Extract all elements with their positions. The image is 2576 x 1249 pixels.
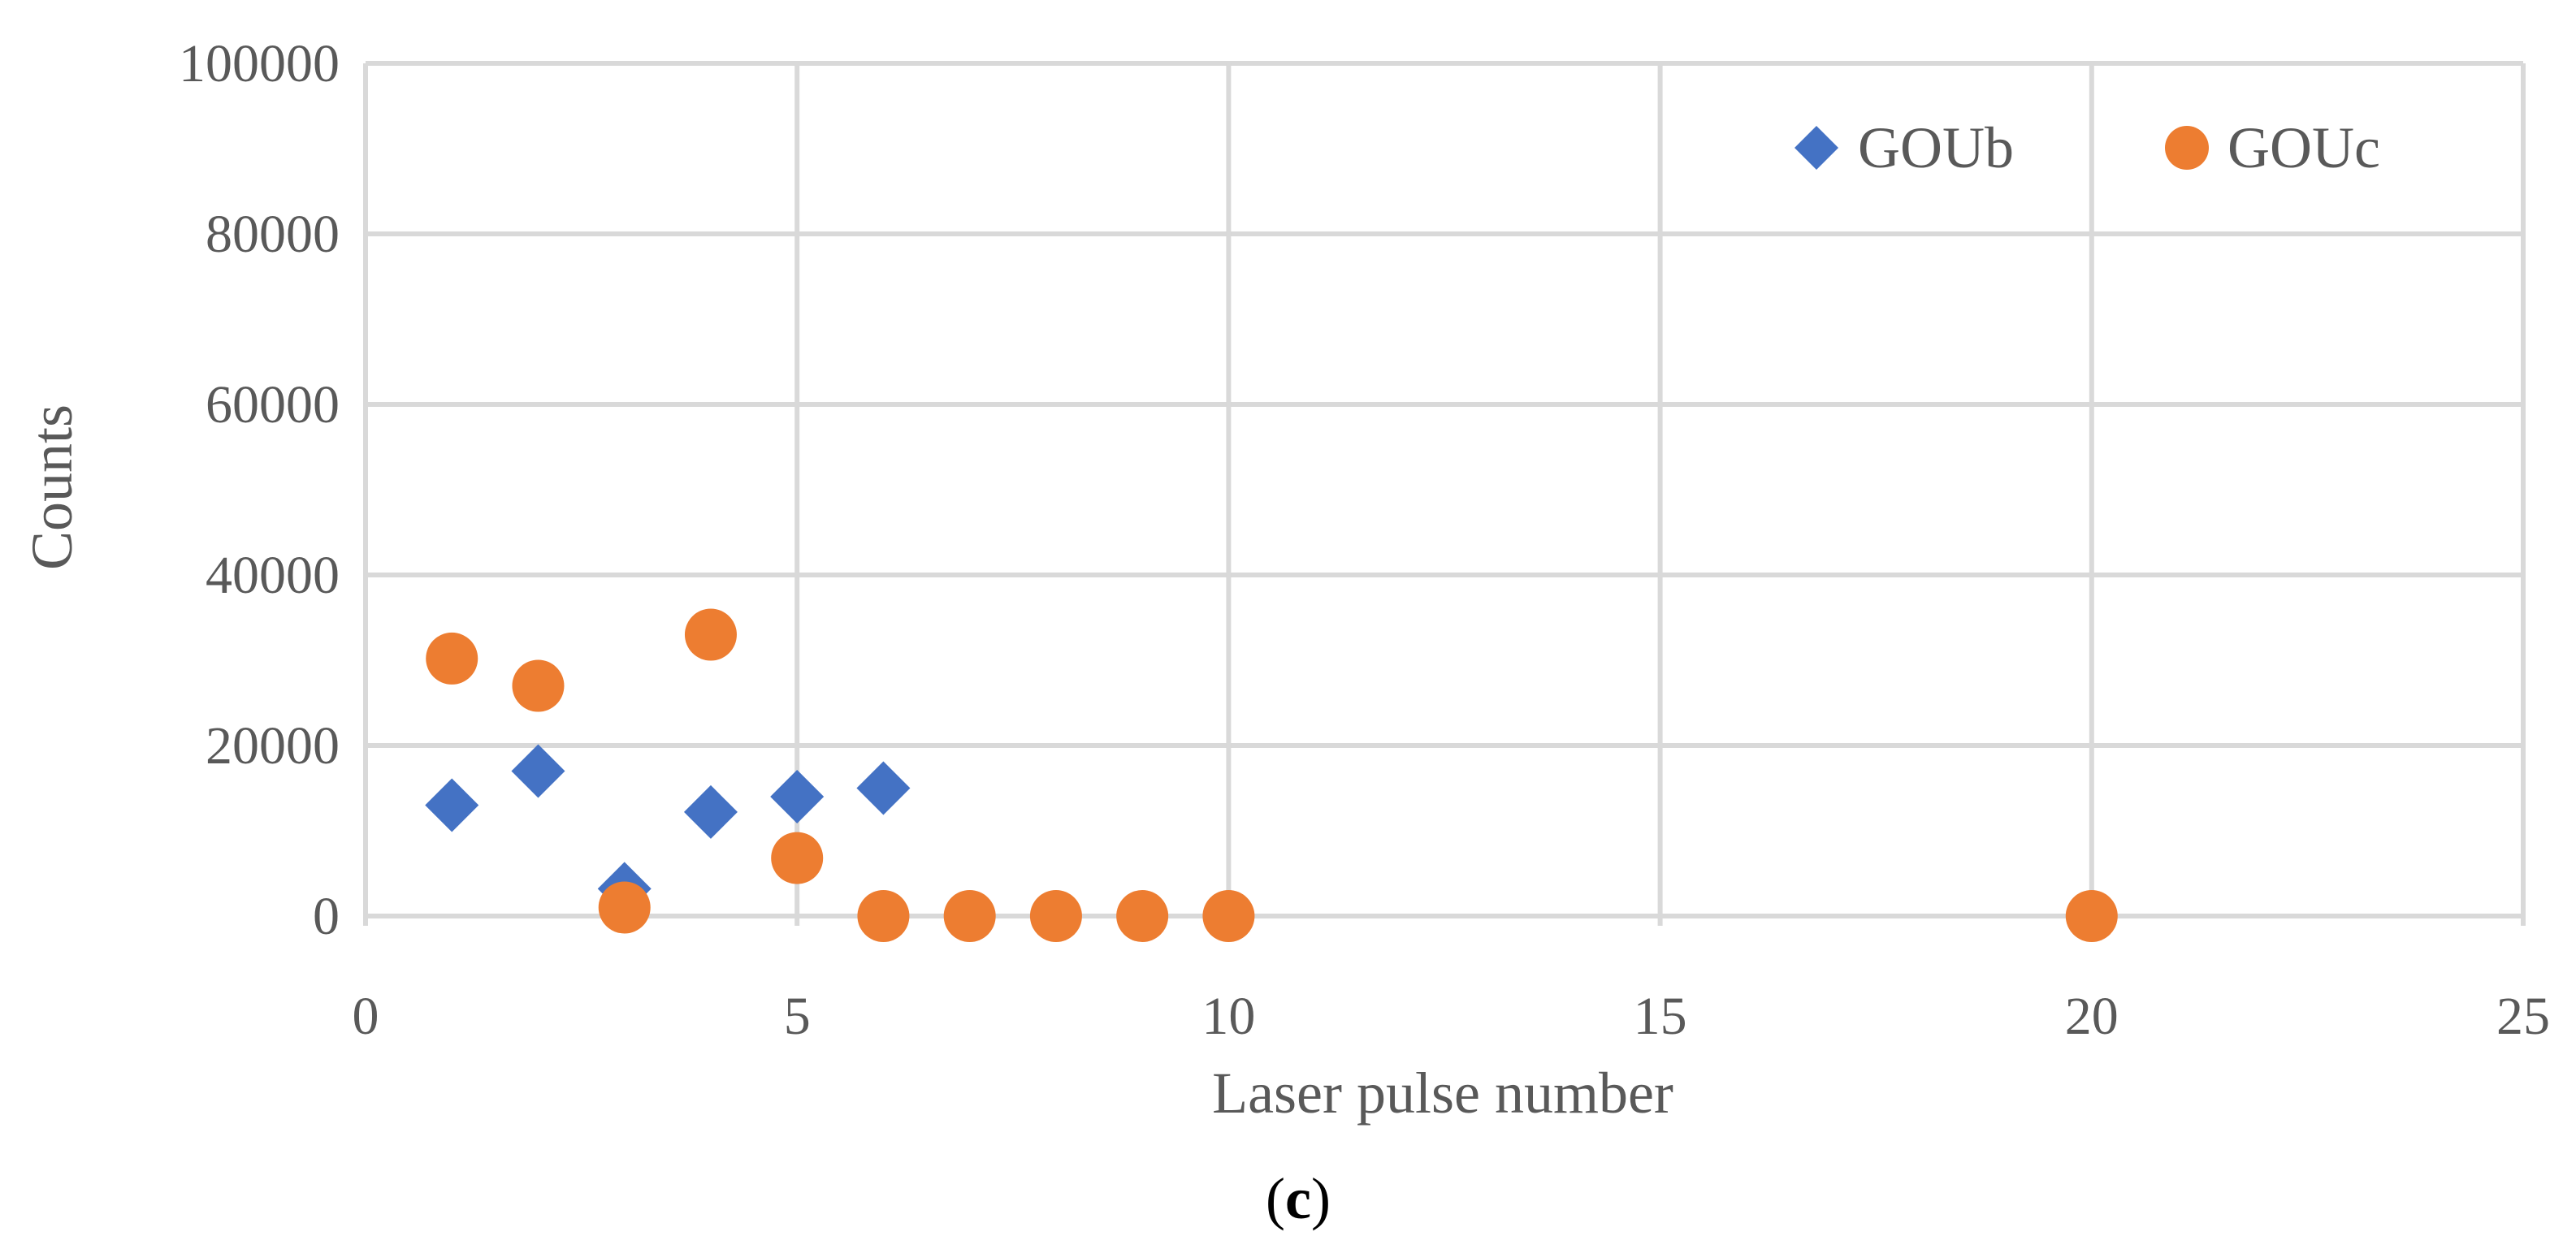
data-series (425, 608, 2118, 942)
y-tick-label: 40000 (206, 546, 340, 605)
data-point-circle (943, 890, 996, 942)
y-axis-tick-labels: 0 20000 40000 60000 80000 100000 (179, 34, 340, 946)
data-point-circle (512, 659, 565, 712)
x-tick-label: 5 (784, 987, 811, 1046)
legend-label-goub: GOUb (1858, 115, 2014, 180)
x-tick-label: 10 (1201, 987, 1255, 1046)
figure-caption: (c) (1266, 1166, 1331, 1231)
data-point-circle (1116, 890, 1169, 942)
series-gouc (426, 608, 2118, 942)
legend: GOUb GOUc (1795, 115, 2380, 180)
caption-open-paren: ( (1266, 1166, 1285, 1231)
data-point-diamond (856, 761, 911, 815)
y-tick-label: 20000 (206, 716, 340, 776)
y-tick-label: 100000 (179, 34, 340, 93)
caption-close-paren: ) (1311, 1166, 1331, 1231)
y-tick-label: 80000 (206, 205, 340, 264)
y-axis-title: Counts (19, 404, 84, 570)
caption-letter: c (1285, 1166, 1311, 1231)
y-tick-label: 60000 (206, 375, 340, 434)
x-axis-title: Laser pulse number (1212, 1061, 1673, 1126)
data-point-circle (857, 890, 910, 942)
data-point-circle (598, 881, 651, 934)
data-point-circle (771, 832, 824, 884)
grid-lines (363, 61, 2526, 926)
x-tick-label: 15 (1634, 987, 1687, 1046)
data-point-circle (684, 608, 737, 661)
data-point-circle (1202, 890, 1255, 942)
x-tick-label: 20 (2065, 987, 2119, 1046)
data-point-circle (426, 632, 478, 685)
data-point-circle (2065, 890, 2118, 942)
x-tick-label: 0 (353, 987, 379, 1046)
series-goub (425, 744, 911, 916)
data-point-diamond (683, 784, 738, 839)
data-point-circle (1029, 890, 1082, 942)
legend-marker-goub-diamond-icon (1795, 126, 1838, 170)
data-point-diamond (511, 744, 565, 798)
x-tick-label: 25 (2496, 987, 2550, 1046)
data-point-diamond (425, 778, 479, 832)
legend-label-gouc: GOUc (2227, 115, 2380, 180)
data-point-diamond (770, 770, 825, 823)
legend-marker-gouc-circle-icon (2165, 126, 2209, 170)
x-axis-tick-labels: 0 5 10 15 20 25 (353, 987, 2551, 1046)
y-tick-label: 0 (313, 887, 340, 946)
